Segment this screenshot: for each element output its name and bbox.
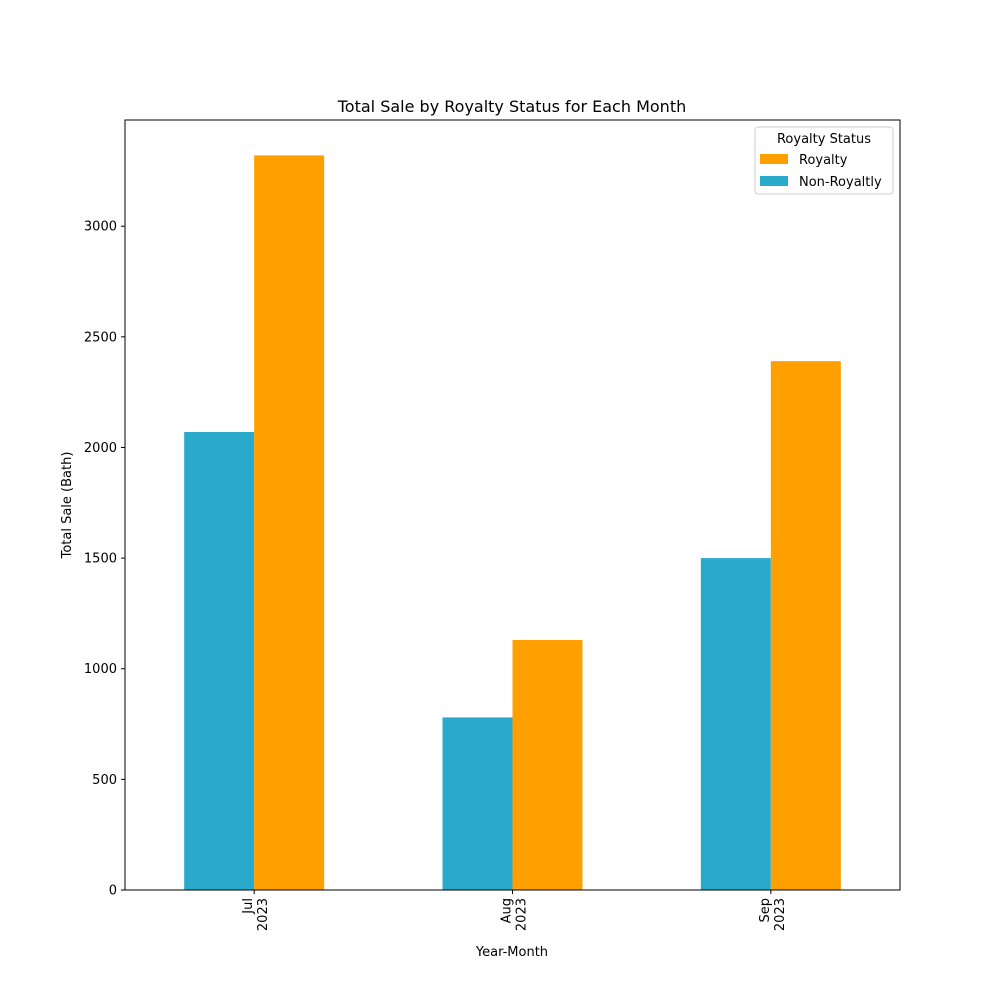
bar-royalty-sep — [770, 361, 841, 890]
x-axis-label: Year-Month — [475, 945, 548, 960]
bar-non-royaltly-aug — [442, 717, 513, 890]
y-axis: 0 500 1000 1500 2000 2500 3000 — [84, 220, 125, 899]
x-tick-label: Sep2023 — [758, 898, 788, 931]
chart-title: Total Sale by Royalty Status for Each Mo… — [337, 97, 686, 116]
y-tick-label: 500 — [92, 773, 117, 788]
legend-swatch — [760, 176, 788, 186]
y-tick-label: 2000 — [84, 441, 117, 456]
x-tick-label: Jul2023 — [241, 898, 271, 931]
legend-title: Royalty Status — [777, 132, 871, 147]
legend-label: Royalty — [799, 153, 848, 168]
y-axis-label: Total Sale (Bath) — [60, 452, 75, 560]
y-tick-label: 1000 — [84, 662, 117, 677]
legend-frame — [754, 126, 894, 195]
legend: Royalty Status Royalty Non-Royaltly — [754, 126, 894, 195]
x-axis: Jul2023 Aug2023 Sep2023 — [241, 890, 788, 931]
y-tick-label: 3000 — [84, 220, 117, 235]
legend-swatch — [760, 154, 788, 164]
legend-label: Non-Royaltly — [799, 175, 882, 190]
bars-group — [184, 155, 841, 891]
y-tick-label: 0 — [109, 884, 117, 899]
bar-royalty-aug — [512, 639, 583, 890]
x-tick-label: Aug2023 — [500, 898, 530, 931]
y-tick-label: 1500 — [84, 552, 117, 567]
bar-non-royaltly-sep — [700, 558, 771, 890]
y-tick-label: 2500 — [84, 330, 117, 345]
bar-non-royaltly-jul — [184, 431, 255, 890]
bar-royalty-jul — [254, 155, 325, 891]
